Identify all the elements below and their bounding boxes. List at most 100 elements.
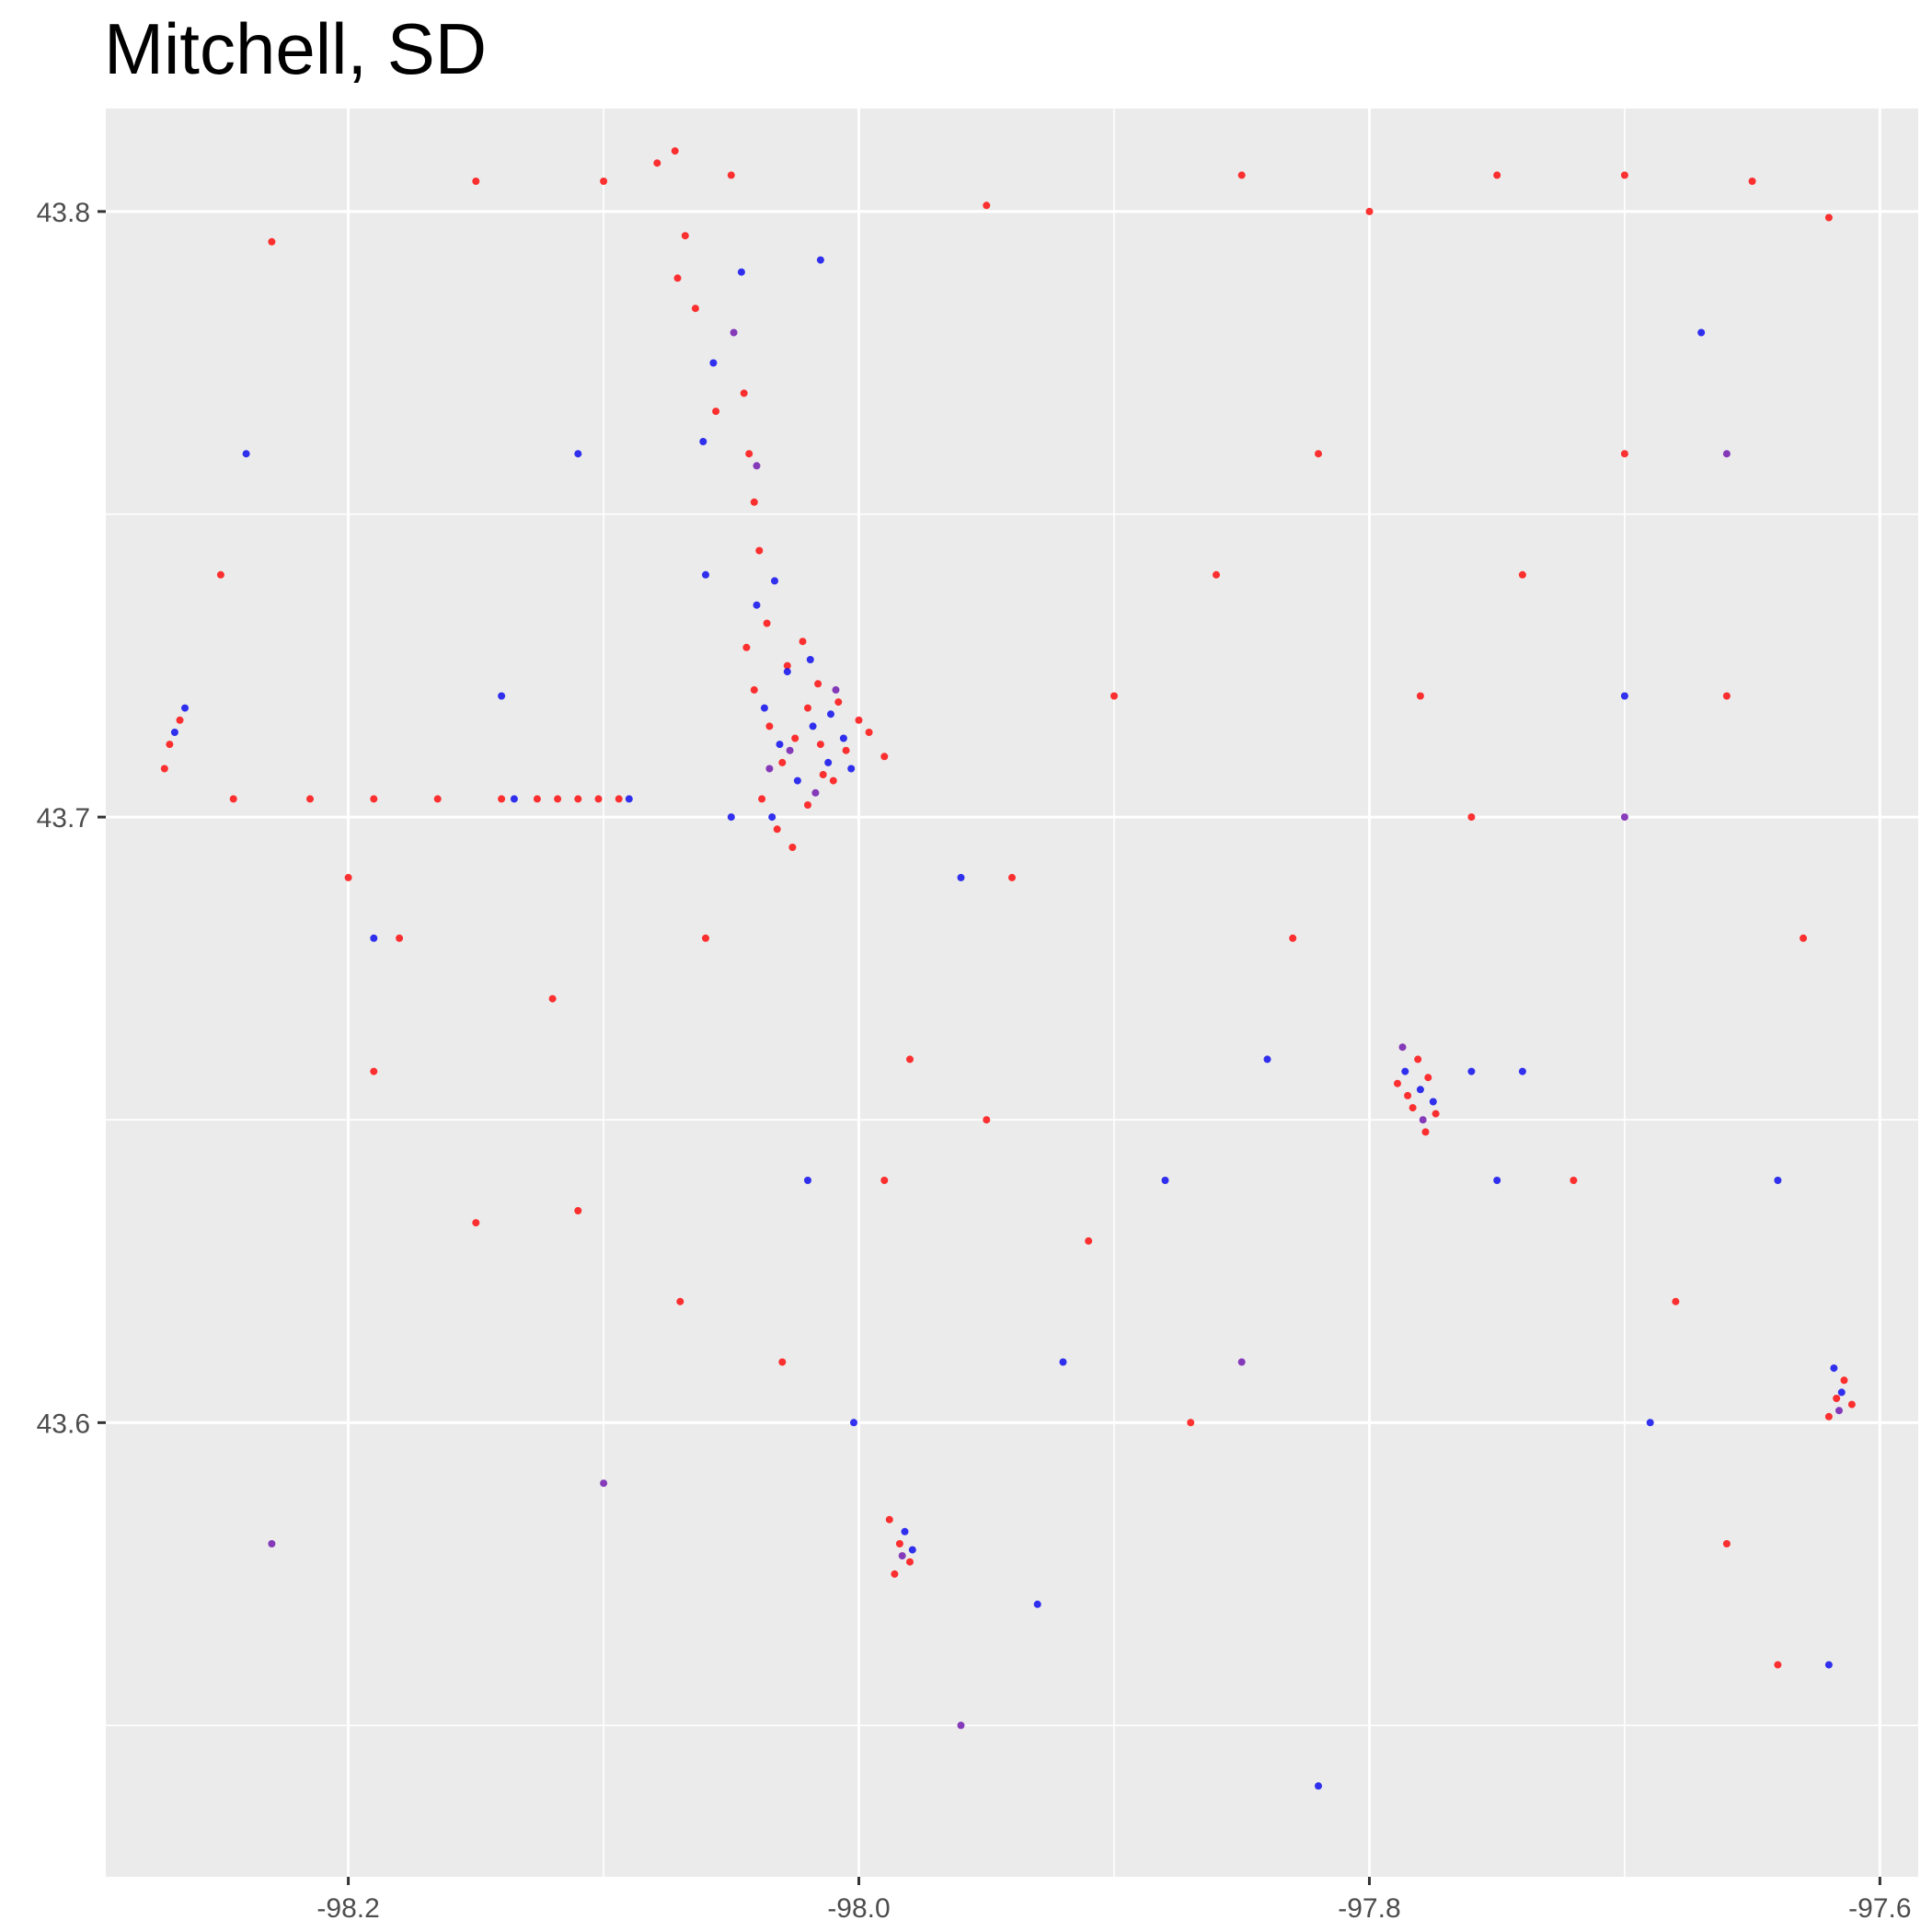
data-point <box>1085 1236 1093 1245</box>
data-point <box>681 232 689 240</box>
data-point <box>832 685 840 694</box>
data-point <box>737 268 745 276</box>
data-point <box>783 661 791 670</box>
data-point <box>1059 1358 1067 1366</box>
data-point <box>742 643 751 651</box>
data-point <box>898 1552 906 1560</box>
data-point <box>306 795 314 803</box>
data-point <box>1263 1055 1271 1064</box>
data-point <box>1518 570 1526 579</box>
data-point <box>1187 1419 1195 1427</box>
data-point <box>1315 450 1322 458</box>
data-point <box>1620 171 1628 179</box>
data-point <box>671 147 679 155</box>
data-point <box>1830 1364 1838 1373</box>
data-point <box>768 813 776 822</box>
data-point <box>396 934 404 942</box>
data-point <box>814 680 822 688</box>
data-point <box>778 1358 787 1366</box>
data-point <box>1429 1098 1437 1106</box>
data-point <box>1467 1067 1476 1075</box>
data-point <box>763 619 771 627</box>
data-point <box>1161 1177 1169 1184</box>
data-point <box>1722 692 1731 700</box>
data-point <box>799 638 807 646</box>
data-point <box>1237 1358 1246 1366</box>
data-point <box>1620 692 1628 700</box>
data-point <box>268 1540 276 1547</box>
data-point <box>1404 1091 1412 1099</box>
data-point <box>983 201 991 210</box>
data-point <box>170 729 178 736</box>
data-point <box>472 1219 480 1227</box>
data-point <box>804 704 811 712</box>
data-point <box>1697 328 1706 337</box>
data-point <box>727 813 735 822</box>
data-point <box>1419 1116 1427 1124</box>
data-point <box>827 710 834 719</box>
data-point <box>673 274 682 282</box>
data-point <box>727 171 735 179</box>
x-tick-label: -97.8 <box>1338 1893 1400 1924</box>
data-point <box>268 237 276 246</box>
data-point <box>1774 1661 1782 1669</box>
data-point <box>229 795 237 803</box>
data-point <box>1467 813 1476 822</box>
data-point <box>906 1558 914 1566</box>
data-point <box>1620 813 1628 822</box>
data-point <box>1432 1110 1440 1118</box>
data-point <box>865 729 873 736</box>
data-point <box>510 795 518 803</box>
x-tick-label: -98.0 <box>827 1893 890 1924</box>
data-point <box>166 741 174 749</box>
data-point <box>1401 1067 1409 1075</box>
data-point <box>370 934 378 942</box>
data-point <box>760 704 768 712</box>
data-point <box>1620 450 1628 458</box>
data-point <box>755 546 764 555</box>
data-point <box>1110 692 1118 700</box>
data-point <box>758 795 766 803</box>
data-point <box>699 438 707 445</box>
data-point <box>1213 570 1220 579</box>
data-point <box>824 758 833 766</box>
data-point <box>750 498 758 506</box>
data-point <box>1774 1177 1782 1184</box>
data-point <box>498 795 506 803</box>
data-point <box>712 408 720 416</box>
data-point <box>750 685 758 694</box>
data-point <box>745 450 753 458</box>
data-point <box>880 1177 889 1184</box>
data-point <box>1840 1376 1848 1385</box>
data-point <box>600 1479 608 1488</box>
data-point <box>1398 1043 1407 1052</box>
data-point <box>181 704 189 712</box>
data-point <box>691 305 699 313</box>
data-point <box>901 1527 909 1535</box>
minor-gridlines <box>106 109 1918 1877</box>
data-point <box>344 873 352 881</box>
data-point <box>615 795 623 803</box>
data-point <box>472 178 480 185</box>
data-point <box>1416 692 1424 700</box>
data-point <box>906 1055 914 1064</box>
data-point <box>533 795 541 803</box>
data-point <box>574 1207 582 1214</box>
data-point <box>709 359 718 367</box>
data-point <box>1672 1297 1680 1305</box>
data-point <box>176 716 184 724</box>
y-tick-label: 43.7 <box>37 803 90 834</box>
data-point <box>829 776 837 785</box>
data-point <box>1409 1104 1417 1112</box>
data-point <box>908 1546 916 1554</box>
data-point <box>1824 213 1833 222</box>
data-point <box>1033 1600 1041 1608</box>
data-point <box>1493 171 1501 179</box>
data-point <box>740 389 748 397</box>
data-point <box>957 1721 965 1730</box>
data-point <box>783 668 791 676</box>
data-point <box>850 1419 857 1427</box>
data-point <box>753 601 761 609</box>
data-point <box>554 795 562 803</box>
data-point <box>1289 934 1297 942</box>
